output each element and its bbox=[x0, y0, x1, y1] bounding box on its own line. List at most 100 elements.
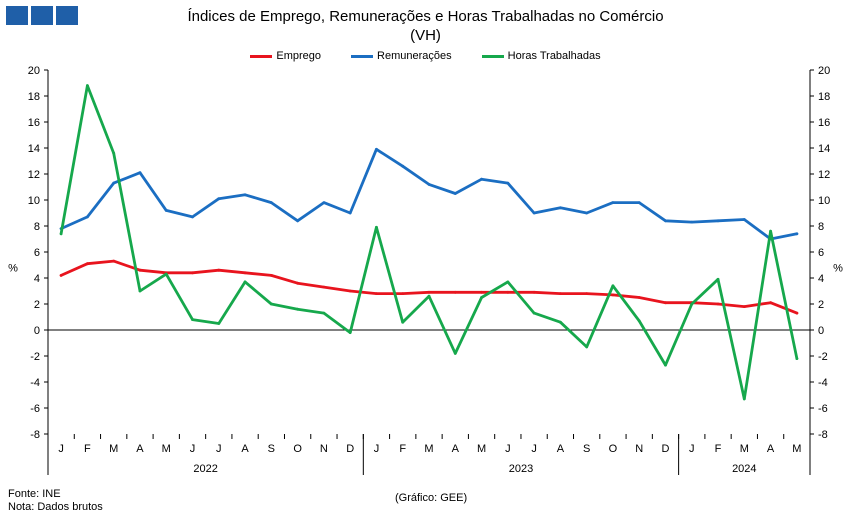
series-2-point bbox=[637, 319, 641, 323]
x-tick-label: A bbox=[557, 443, 565, 455]
legend-item-0: Emprego bbox=[250, 50, 321, 62]
x-tick-label: S bbox=[268, 443, 275, 455]
series-2-point bbox=[558, 320, 562, 324]
series-2-point bbox=[506, 280, 510, 284]
series-2-point bbox=[769, 229, 772, 233]
x-tick-label: O bbox=[293, 443, 302, 455]
y-tick-label-left: 2 bbox=[34, 299, 40, 311]
y-tick-label-left: 14 bbox=[28, 143, 40, 155]
series-2-point bbox=[480, 296, 483, 299]
x-tick-label: M bbox=[109, 443, 118, 455]
series-2-point bbox=[191, 318, 194, 321]
y-tick-label-left: -6 bbox=[30, 403, 40, 415]
series-2-point bbox=[138, 289, 142, 293]
x-tick-label: J bbox=[689, 443, 695, 455]
series-2-point bbox=[532, 311, 536, 315]
y-tick-label-right: -6 bbox=[818, 403, 828, 415]
series-0-point bbox=[769, 301, 772, 305]
series-2-point bbox=[611, 284, 615, 288]
series-0-point bbox=[611, 293, 615, 297]
y-tick-label-right: -4 bbox=[818, 377, 828, 389]
series-0-point bbox=[427, 290, 431, 294]
series-0-point bbox=[401, 292, 405, 295]
series-1-point bbox=[112, 181, 116, 185]
x-tick-label: M bbox=[162, 443, 171, 455]
series-0-point bbox=[664, 301, 667, 305]
y-tick-label-right: 16 bbox=[818, 117, 830, 129]
series-1-point bbox=[243, 193, 247, 197]
x-tick-label: M bbox=[477, 443, 486, 455]
legend-item-1: Remunerações bbox=[351, 50, 452, 62]
y-tick-label-right: 0 bbox=[818, 325, 824, 337]
x-tick-label: A bbox=[452, 443, 460, 455]
y-axis-label-left: % bbox=[8, 263, 18, 275]
series-0-point bbox=[716, 302, 720, 306]
y-tick-label-left: 18 bbox=[28, 91, 40, 103]
x-tick-label: D bbox=[346, 443, 354, 455]
series-1-point bbox=[558, 206, 562, 210]
y-tick-label-left: -4 bbox=[30, 377, 40, 389]
series-2-point bbox=[348, 331, 352, 334]
series-0-point bbox=[742, 305, 746, 308]
y-axis-label-right: % bbox=[833, 263, 843, 275]
y-tick-label-left: 10 bbox=[28, 195, 40, 207]
series-1-point bbox=[690, 220, 694, 224]
footer-source: Fonte: INE bbox=[8, 488, 61, 500]
series-1-point bbox=[138, 171, 142, 175]
logo-block-2 bbox=[31, 6, 53, 25]
chart-title: Índices de Emprego, Remunerações e Horas… bbox=[187, 8, 664, 25]
x-tick-label: J bbox=[531, 443, 537, 455]
series-0-point bbox=[86, 262, 89, 266]
x-tick-label: N bbox=[320, 443, 328, 455]
series-0-point bbox=[375, 292, 378, 295]
footer-notes: Fonte: INE Nota: Dados brutos bbox=[8, 488, 103, 514]
series-1-point bbox=[637, 201, 641, 205]
x-tick-label: F bbox=[399, 443, 406, 455]
series-0-point bbox=[112, 259, 116, 263]
legend-label: Remunerações bbox=[377, 50, 452, 62]
series-0-point bbox=[506, 290, 510, 294]
series-1-point bbox=[217, 197, 221, 201]
series-0-point bbox=[558, 292, 562, 295]
y-tick-label-right: 18 bbox=[818, 91, 830, 103]
series-2-point bbox=[716, 277, 720, 281]
y-tick-label-right: 8 bbox=[818, 221, 824, 233]
series-2-point bbox=[112, 151, 116, 155]
x-tick-label: J bbox=[374, 443, 380, 455]
x-tick-label: A bbox=[136, 443, 144, 455]
y-tick-label-left: 12 bbox=[28, 169, 40, 181]
series-line-2 bbox=[59, 84, 799, 401]
x-tick-label: S bbox=[583, 443, 590, 455]
series-1-point bbox=[191, 215, 194, 219]
series-line-0 bbox=[59, 259, 799, 315]
x-tick-label: F bbox=[715, 443, 722, 455]
x-tick-label: N bbox=[635, 443, 643, 455]
x-tick-label: M bbox=[424, 443, 433, 455]
brand-logo bbox=[6, 6, 78, 25]
series-2-point bbox=[59, 232, 63, 236]
series-0-point bbox=[453, 290, 457, 294]
series-1-point bbox=[427, 183, 431, 186]
y-tick-label-right: 4 bbox=[818, 273, 824, 285]
series-1-point bbox=[164, 209, 168, 212]
series-1-point bbox=[506, 181, 510, 185]
year-label: 2024 bbox=[732, 463, 756, 475]
series-0-point bbox=[138, 268, 142, 272]
series-2-point bbox=[164, 272, 168, 276]
x-tick-label: F bbox=[84, 443, 91, 455]
series-1-point bbox=[532, 211, 536, 215]
series-0-point bbox=[322, 285, 326, 289]
legend-swatch bbox=[481, 54, 504, 58]
series-0-point bbox=[532, 290, 536, 294]
series-2-point bbox=[427, 294, 431, 298]
series-1-point bbox=[322, 201, 326, 205]
legend-item-2: Horas Trabalhadas bbox=[481, 50, 601, 62]
x-tick-label: O bbox=[609, 443, 618, 455]
series-2-point bbox=[742, 397, 746, 401]
legend-swatch bbox=[351, 54, 374, 58]
series-0-point bbox=[795, 311, 799, 315]
series-0-point bbox=[348, 289, 352, 293]
series-0-point bbox=[585, 292, 589, 295]
y-tick-label-right: -2 bbox=[818, 351, 828, 363]
